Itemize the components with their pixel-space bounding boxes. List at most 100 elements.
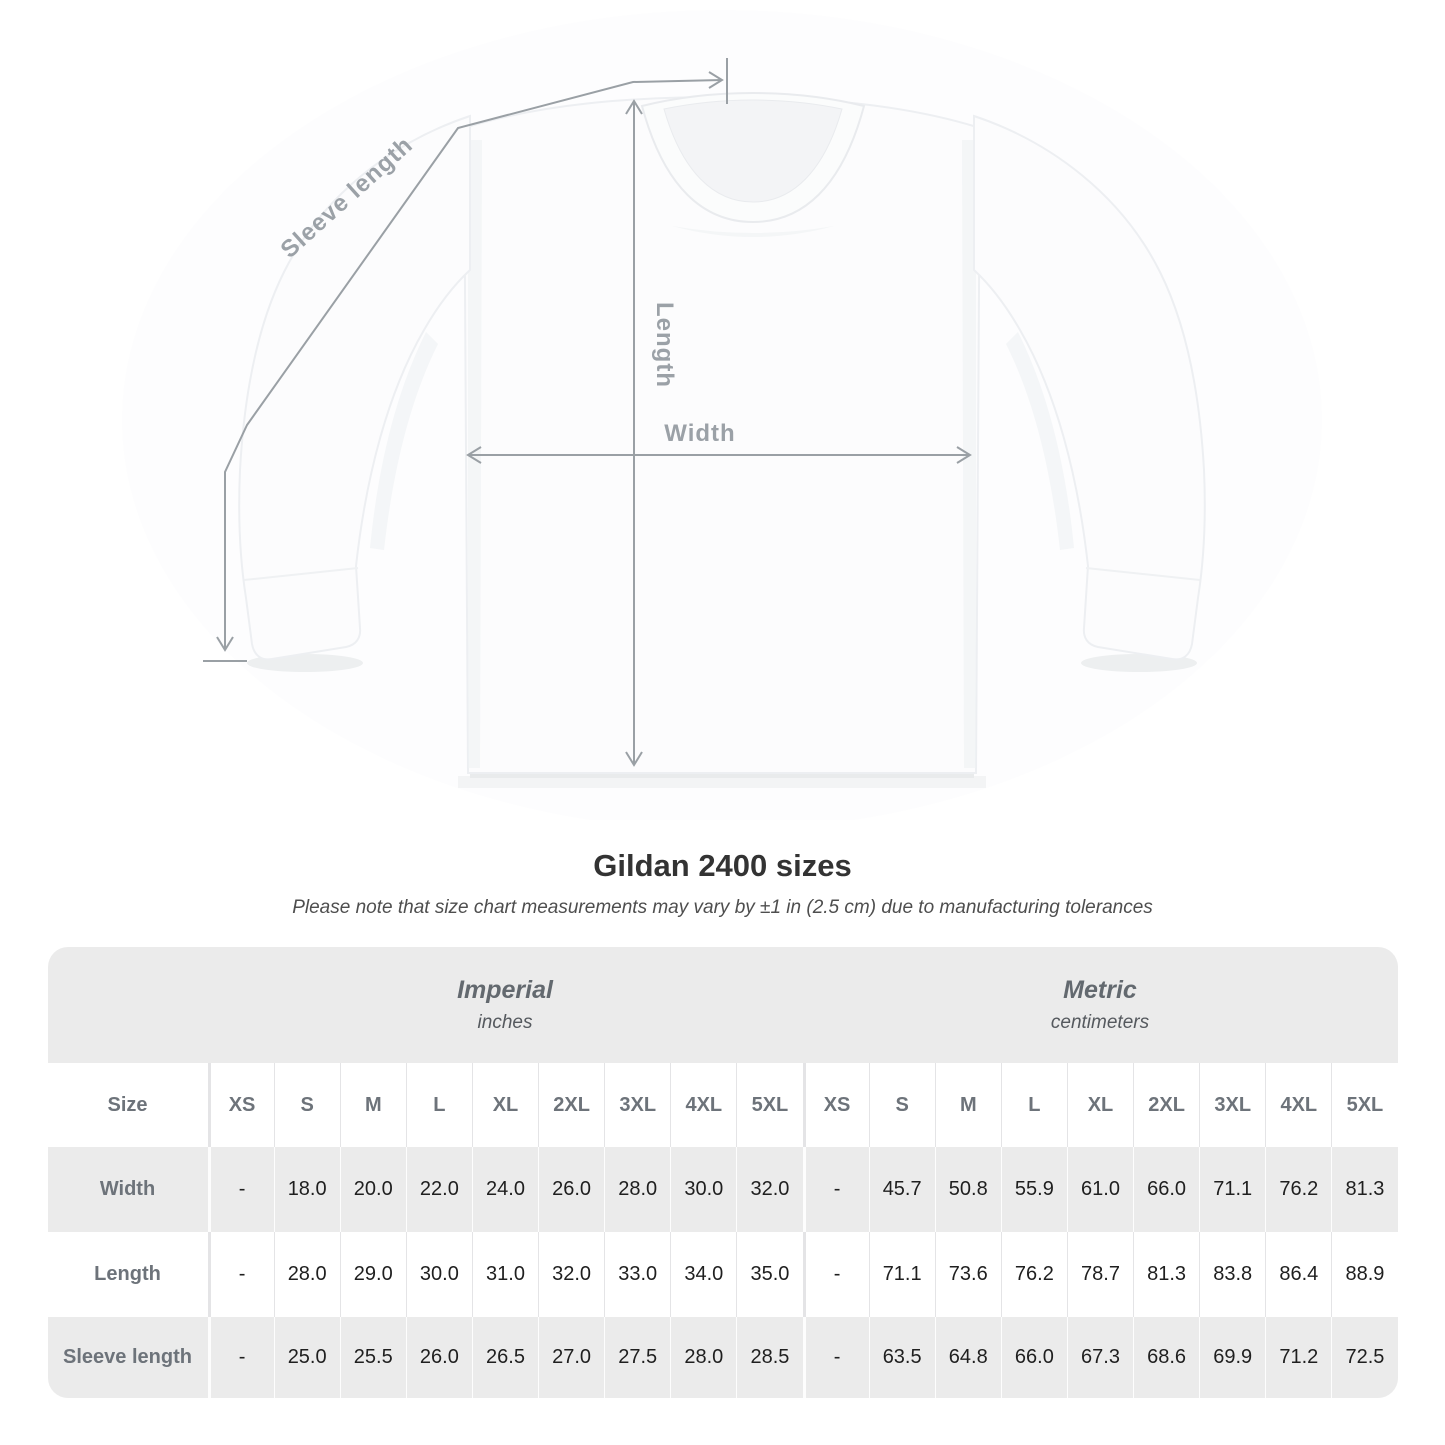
size-header-imperial-m: M (339, 1063, 406, 1147)
imperial-unit: inches (477, 1012, 533, 1033)
cell-sleeve-length-imperial-m: 25.5 (339, 1317, 406, 1398)
cell-sleeve-length-metric-4xl: 71.2 (1265, 1317, 1331, 1398)
size-header-imperial-l: L (405, 1063, 472, 1147)
size-corner-header: Size (107, 1093, 148, 1116)
table-header-row: Size XS S M L XL 2XL 3XL 4XL 5XL XS S M L XL 2XL 3XL 4XL… (47, 1063, 1398, 1147)
arrowhead-down-icon (625, 751, 643, 767)
metric-title: Metric (1063, 976, 1137, 1004)
shirt-measurement-diagram: Sleeve length Length Width (203, 58, 1206, 788)
page-title: Gildan 2400 sizes (593, 848, 852, 883)
cell-width-imperial-xl: 24.0 (471, 1147, 538, 1232)
length-measure-line (625, 99, 643, 767)
cell-length-metric-s: 71.1 (868, 1232, 935, 1317)
size-table: Imperial inches Metric centimeters Size … (47, 947, 1398, 1398)
cell-sleeve-length-metric-m: 64.8 (934, 1317, 1001, 1398)
page-subtitle: Please note that size chart measurements… (292, 897, 1153, 918)
cell-width-imperial-2xl: 26.0 (538, 1147, 604, 1232)
size-header-metric-s: S (868, 1063, 935, 1147)
cell-width-metric-l: 55.9 (1000, 1147, 1067, 1232)
size-header-metric-l: L (1000, 1063, 1067, 1147)
cuff-seam-left (243, 567, 359, 581)
arrowhead-left-icon (466, 446, 482, 464)
cell-sleeve-length-metric-2xl: 68.6 (1133, 1317, 1199, 1398)
table-rows: Width -18.0 20.0 22.0 24.0 26.0 28.0 30.0 32.0-4… (47, 1147, 1398, 1398)
cell-width-metric-4xl: 76.2 (1265, 1147, 1331, 1232)
sleeve-length-measure-line (203, 58, 728, 662)
table-row-length: Length -28.0 29.0 30.0 31.0 32.0 33.0 34.0 35.0-… (47, 1232, 1398, 1317)
cell-length-imperial-5xl: 35.0 (736, 1232, 802, 1317)
cell-width-imperial-m: 20.0 (339, 1147, 406, 1232)
arrowhead-right-icon (956, 446, 972, 464)
cell-length-imperial-s: 28.0 (273, 1232, 340, 1317)
cell-length-metric-3xl: 83.8 (1199, 1232, 1265, 1317)
cell-width-metric-m: 50.8 (934, 1147, 1001, 1232)
cell-width-imperial-4xl: 30.0 (670, 1147, 736, 1232)
cell-sleeve-length-metric-xl: 67.3 (1066, 1317, 1133, 1398)
size-header-imperial-xl: XL (471, 1063, 538, 1147)
imperial-title: Imperial (457, 976, 553, 1004)
size-header-imperial-s: S (273, 1063, 340, 1147)
size-header-metric-xl: XL (1066, 1063, 1133, 1147)
cell-width-metric-5xl: 81.3 (1331, 1147, 1397, 1232)
cell-width-metric-xl: 61.0 (1066, 1147, 1133, 1232)
metric-unit: centimeters (1050, 1012, 1150, 1033)
cell-width-metric-3xl: 71.1 (1199, 1147, 1265, 1232)
width-label: Width (664, 420, 735, 447)
cell-width-metric-2xl: 66.0 (1133, 1147, 1199, 1232)
cell-length-imperial-m: 29.0 (339, 1232, 406, 1317)
units-band: Imperial inches Metric centimeters (47, 947, 1398, 1063)
cell-length-metric-m: 73.6 (934, 1232, 1001, 1317)
cell-sleeve-length-imperial-xs: - (207, 1317, 274, 1398)
cell-sleeve-length-imperial-5xl: 28.5 (736, 1317, 802, 1398)
cell-length-metric-5xl: 88.9 (1331, 1232, 1397, 1317)
cell-length-metric-2xl: 81.3 (1133, 1232, 1199, 1317)
arrowhead-down-icon (216, 636, 234, 652)
cell-length-metric-xl: 78.7 (1066, 1232, 1133, 1317)
cell-length-metric-l: 76.2 (1000, 1232, 1067, 1317)
size-header-imperial-xs: XS (207, 1063, 274, 1147)
cell-length-imperial-3xl: 33.0 (604, 1232, 670, 1317)
cell-sleeve-length-metric-l: 66.0 (1000, 1317, 1067, 1398)
cell-sleeve-length-imperial-2xl: 27.0 (538, 1317, 604, 1398)
cell-width-imperial-s: 18.0 (273, 1147, 340, 1232)
cell-sleeve-length-metric-5xl: 72.5 (1331, 1317, 1397, 1398)
cell-length-imperial-4xl: 34.0 (670, 1232, 736, 1317)
shirt-collar (640, 91, 866, 237)
table-row-width: Width -18.0 20.0 22.0 24.0 26.0 28.0 30.0 32.0-4… (47, 1147, 1398, 1232)
cell-length-imperial-xs: - (207, 1232, 274, 1317)
metric-section-header: Metric centimeters (803, 947, 1398, 1063)
row-label-length: Length (94, 1263, 161, 1285)
imperial-section-header: Imperial inches (208, 947, 803, 1063)
arrowhead-up-icon (625, 99, 643, 115)
cell-sleeve-length-imperial-3xl: 27.5 (604, 1317, 670, 1398)
cell-sleeve-length-imperial-s: 25.0 (273, 1317, 340, 1398)
cell-width-imperial-5xl: 32.0 (736, 1147, 802, 1232)
cell-width-imperial-xs: - (207, 1147, 274, 1232)
size-header-metric-2xl: 2XL (1133, 1063, 1199, 1147)
cell-length-imperial-2xl: 32.0 (538, 1232, 604, 1317)
size-header-metric-4xl: 4XL (1265, 1063, 1331, 1147)
cell-width-imperial-l: 22.0 (405, 1147, 472, 1232)
cell-sleeve-length-imperial-l: 26.0 (405, 1317, 472, 1398)
cell-width-metric-s: 45.7 (868, 1147, 935, 1232)
cell-length-imperial-l: 30.0 (405, 1232, 472, 1317)
cell-length-metric-xs: - (802, 1232, 869, 1317)
size-header-metric-xs: XS (802, 1063, 869, 1147)
size-header-imperial-3xl: 3XL (604, 1063, 670, 1147)
row-label-sleeve-length: Sleeve length (63, 1346, 192, 1368)
cell-sleeve-length-metric-xs: - (802, 1317, 869, 1398)
table-row-sleeve-length: Sleeve length -25.0 25.5 26.0 26.5 27.0 27.5 28… (47, 1317, 1398, 1398)
cell-length-metric-4xl: 86.4 (1265, 1232, 1331, 1317)
length-label: Length (651, 302, 678, 388)
size-header-imperial-5xl: 5XL (736, 1063, 802, 1147)
cell-length-imperial-xl: 31.0 (471, 1232, 538, 1317)
size-header-metric-m: M (934, 1063, 1001, 1147)
size-header-metric-3xl: 3XL (1199, 1063, 1265, 1147)
size-header-imperial-4xl: 4XL (670, 1063, 736, 1147)
cell-width-metric-xs: - (802, 1147, 869, 1232)
arrowhead-right-icon (708, 71, 724, 89)
size-header-imperial-2xl: 2XL (538, 1063, 604, 1147)
cell-sleeve-length-metric-3xl: 69.9 (1199, 1317, 1265, 1398)
row-label-width: Width (99, 1178, 156, 1200)
